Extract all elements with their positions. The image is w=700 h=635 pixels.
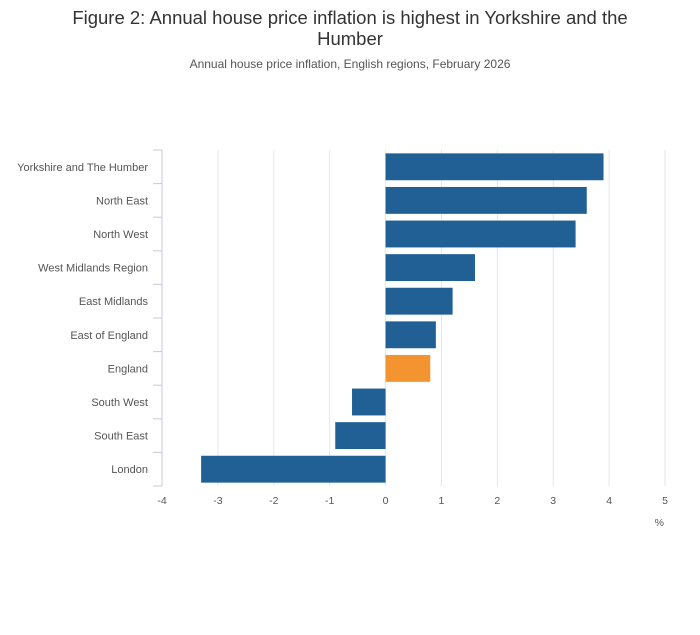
x-tick-label: -3 <box>213 495 222 507</box>
x-tick-label: 0 <box>383 495 389 507</box>
x-tick-label: 1 <box>439 495 445 507</box>
category-label: England <box>108 363 148 375</box>
x-tick-label: 3 <box>550 495 556 507</box>
bar <box>385 220 576 248</box>
x-tick-label: -4 <box>157 495 166 507</box>
category-label: North East <box>96 195 148 207</box>
category-label: West Midlands Region <box>38 263 148 275</box>
bar <box>385 321 436 349</box>
bar <box>201 455 386 483</box>
x-tick-label: 4 <box>606 495 612 507</box>
x-tick-label: 2 <box>494 495 500 507</box>
bar <box>385 186 587 214</box>
category-label: East of England <box>70 330 148 342</box>
bar <box>385 254 475 282</box>
x-tick-label: -2 <box>269 495 278 507</box>
chart-subtitle: Annual house price inflation, English re… <box>189 57 511 71</box>
category-label: East Midlands <box>79 296 149 308</box>
bar <box>385 354 431 382</box>
category-label: South East <box>94 431 148 443</box>
x-tick-label: 5 <box>662 495 668 507</box>
x-axis-label: % <box>655 517 664 529</box>
bar <box>385 287 453 315</box>
category-label: London <box>111 464 148 476</box>
bar <box>352 388 386 416</box>
bar <box>385 153 604 181</box>
bar <box>335 422 386 450</box>
x-tick-label: -1 <box>325 495 334 507</box>
category-label: South West <box>91 397 148 409</box>
category-label: North West <box>93 229 148 241</box>
category-label: Yorkshire and The Humber <box>17 162 148 174</box>
chart-title: Figure 2: Annual house price inflation i… <box>72 7 628 49</box>
